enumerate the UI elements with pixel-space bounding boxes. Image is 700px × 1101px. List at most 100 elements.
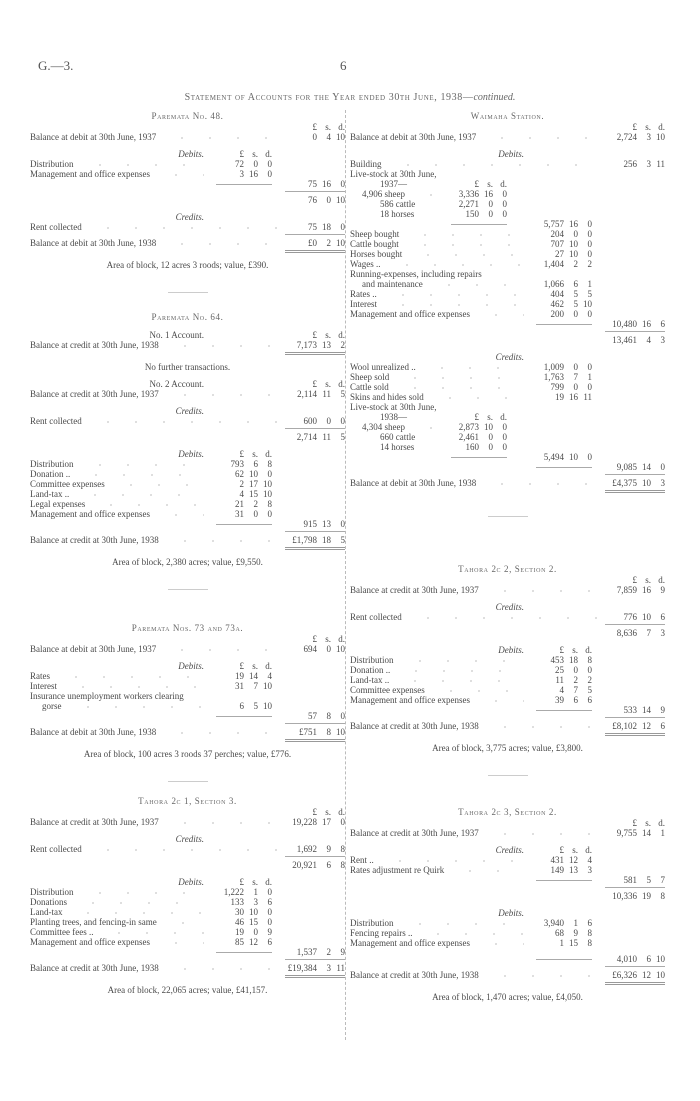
dot-leader — [488, 269, 657, 279]
amount-shillings: 15 — [569, 938, 578, 948]
left-column: Paremata No. 48. £ s. d. Balance at debit at… — [30, 0, 345, 1101]
amount-pounds: 1 — [559, 938, 565, 948]
row-label: Balance at debit at 30th June, 1938 — [30, 727, 157, 737]
amount-a: 19 16 11 — [532, 392, 592, 402]
amount-b: £6,326 12 10 — [605, 970, 665, 980]
ledger-row: 5,757 16 0 — [350, 219, 665, 229]
amount-shillings: 11 — [322, 389, 331, 399]
amount-c: £ s. d. — [447, 179, 508, 189]
row-label: Running-expenses, including repairs — [350, 269, 482, 279]
ledger-row: 533 14 9 — [350, 705, 665, 715]
subheading: Credits. — [30, 406, 345, 416]
currency-d: d. — [338, 330, 345, 340]
amount-pounds: 5,494 — [543, 452, 564, 462]
amount-pounds: 256 — [623, 159, 638, 169]
ledger-row: Management and office expenses 39 6 6 — [350, 695, 665, 705]
single-rule — [285, 234, 345, 235]
amount-b: 1,692 9 8 — [285, 844, 345, 854]
dot-leader — [36, 519, 204, 529]
amount-a: £ s. d. — [212, 661, 273, 671]
amount-pounds: 68 — [555, 928, 564, 938]
amount-shillings: 1 — [573, 918, 579, 928]
amount-pence: 8 — [587, 655, 593, 665]
amount-pounds: £751 — [299, 727, 317, 737]
amount-shillings: 14 — [642, 705, 651, 715]
amount-pounds: 1,066 — [543, 279, 564, 289]
amount-pence: 10 — [336, 132, 345, 142]
section-separator — [487, 516, 528, 517]
dot-leader — [164, 535, 277, 545]
row-label: Insurance unemployment workers clearing — [30, 691, 184, 701]
dot-leader — [356, 628, 597, 638]
row-label: Balance at credit at 30th June, 1937 — [350, 828, 479, 838]
ledger-row: Balance at debit at 30th June, 1938 £4,37… — [350, 478, 665, 488]
single-rule — [605, 966, 665, 967]
amount-pence: 3 — [660, 628, 666, 638]
currency-s: s. — [487, 412, 493, 422]
amount-pence: 6 — [267, 937, 273, 947]
dot-leader — [36, 195, 277, 205]
amount-b: 9,085 14 0 — [605, 462, 665, 472]
amount-b: 7,859 16 9 — [605, 585, 665, 595]
ledger-row: Interest 31 7 10 — [30, 681, 345, 691]
amount-pence: 0 — [267, 917, 273, 927]
amount-shillings: 18 — [569, 655, 578, 665]
dot-leader — [99, 927, 204, 937]
account-section: Waimaha Station. £ s. d. Balance at debit at… — [350, 110, 665, 517]
currency-l: £ — [474, 412, 480, 422]
amount-pence: 6 — [660, 319, 666, 329]
currency-header-row: £ s. d. — [350, 818, 666, 828]
amount-pounds: 462 — [550, 299, 565, 309]
area-note: Area of block, 1,470 acres; value, £4,05… — [432, 992, 583, 1002]
single-rule — [605, 717, 665, 718]
amount-pounds: 2,461 — [458, 432, 479, 442]
amount-pence: 0 — [340, 817, 346, 827]
amount-pence: 0 — [267, 509, 273, 519]
amount-shillings: 10 — [569, 249, 578, 259]
ledger-row: Distribution 1,222 1 0 — [30, 887, 345, 897]
amount-pence: 9 — [660, 705, 666, 715]
row-label: Balance at debit at 30th June, 1937 — [30, 644, 157, 654]
dot-leader — [413, 412, 439, 422]
amount-b: £4,375 10 3 — [605, 478, 665, 488]
account-section: Tahora 2c 2, Section 2. £ s. d. Balance at c… — [350, 563, 665, 776]
row-label: Interest — [350, 299, 377, 309]
amount-pounds: 1,009 — [543, 362, 564, 372]
currency-s: s. — [252, 449, 258, 459]
amount-b: £ s. d. — [605, 818, 666, 828]
currency-s: s. — [572, 845, 578, 855]
ledger-row: 75 16 0 — [30, 179, 345, 189]
amount-pounds: 793 — [230, 459, 245, 469]
ledger-row: Cattle sold 799 0 0 — [350, 382, 665, 392]
amount-b: 7,173 13 2 — [285, 340, 345, 350]
ledger-row: 2,714 11 5 — [30, 432, 345, 442]
currency-s: s. — [252, 149, 258, 159]
section-heading: Tahora 2c 2, Section 2. — [458, 564, 557, 574]
row-label: Donation .. — [350, 665, 391, 675]
row-label: 1937— — [380, 179, 407, 189]
row-label: Rates .. — [350, 289, 377, 299]
single-rule — [285, 531, 345, 532]
total-rule — [350, 622, 665, 628]
amount-shillings: 10 — [249, 907, 258, 917]
subheading: Debits. £ s. d. — [30, 661, 345, 671]
amount-a: 1,222 1 0 — [212, 887, 272, 897]
currency-d: d. — [265, 661, 272, 671]
dot-leader — [36, 179, 204, 189]
row-label: Distribution — [350, 918, 394, 928]
dot-leader — [162, 727, 277, 737]
dot-leader — [87, 844, 277, 854]
amount-pence: 0 — [340, 711, 346, 721]
subheading: No. 1 Account. £ s. d. — [30, 330, 346, 340]
amount-a: 1,066 6 1 — [532, 279, 592, 289]
row-label: Management and office expenses — [30, 937, 151, 947]
dot-leader — [482, 132, 597, 142]
amount-pounds: 2,271 — [458, 199, 479, 209]
amount-pounds: 76 — [308, 195, 317, 205]
currency-s: s. — [487, 179, 493, 189]
dot-leader — [442, 402, 657, 412]
amount-pounds: 200 — [550, 309, 565, 319]
amount-b: 10,336 19 8 — [605, 891, 665, 901]
amount-pounds: 1,222 — [223, 887, 244, 897]
ledger-row: 581 5 7 — [350, 875, 665, 885]
